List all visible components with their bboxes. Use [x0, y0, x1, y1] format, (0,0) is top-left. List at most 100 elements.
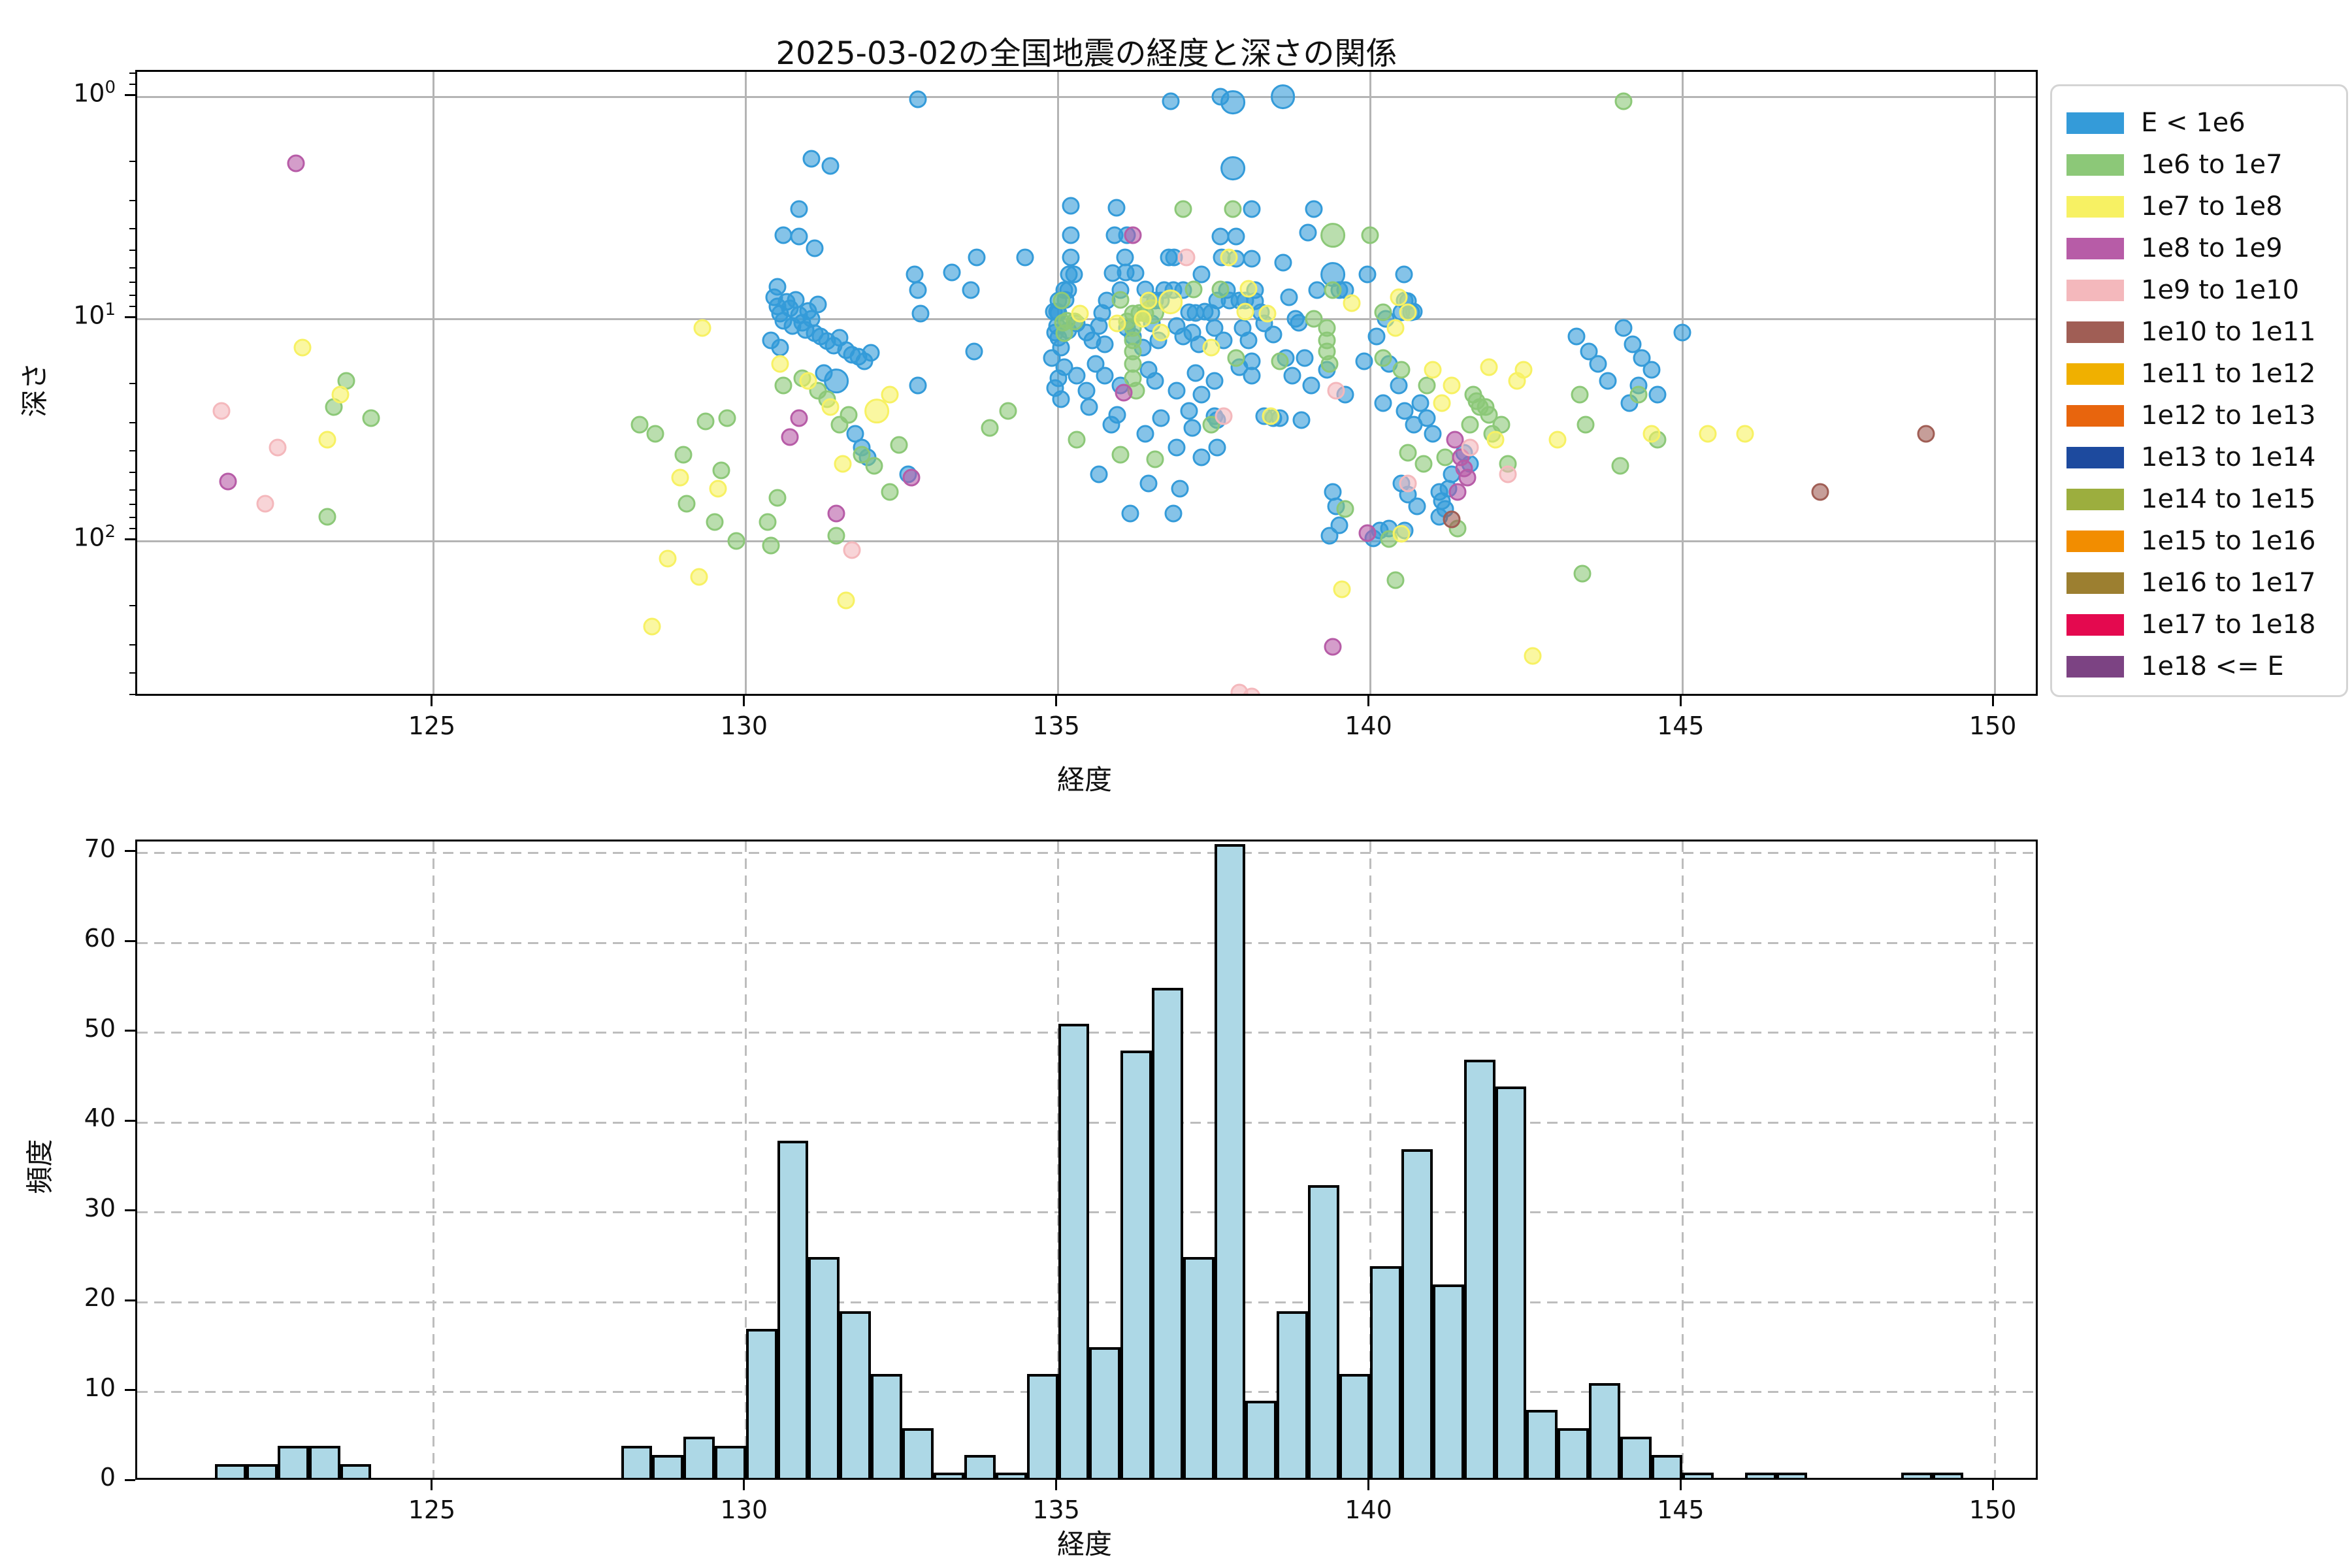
y-tick-mark [125, 538, 135, 540]
scatter-point [1355, 352, 1373, 370]
y-tick-mark [125, 1030, 135, 1032]
histogram-bar [964, 1454, 996, 1478]
scatter-point [1374, 349, 1392, 367]
scatter-point [696, 412, 715, 431]
scatter-point [1324, 638, 1342, 656]
x-gridline [1369, 72, 1371, 694]
scatter-point [790, 200, 808, 218]
histogram-bar [1245, 1401, 1277, 1478]
scatter-point [1096, 367, 1114, 385]
scatter-point [1296, 349, 1314, 367]
scatter-point [1102, 416, 1120, 434]
scatter-point [1699, 425, 1717, 443]
x-tick-mark [431, 1480, 433, 1490]
scatter-point [1062, 226, 1080, 244]
y-tick-label: 20 [84, 1283, 116, 1313]
scatter-point [1333, 580, 1351, 598]
scatter-point [881, 483, 899, 501]
y-minor-tick [129, 528, 135, 530]
histogram-bar [1651, 1454, 1683, 1478]
scatter-point [1211, 88, 1230, 106]
y-tick-label: 0 [99, 1463, 116, 1492]
scatter-point [1524, 647, 1542, 665]
scatter-point [1158, 289, 1183, 315]
histogram-bar [246, 1463, 278, 1478]
legend-swatch-icon [2066, 237, 2124, 259]
scatter-point [1215, 407, 1233, 425]
histogram-bar [1401, 1149, 1433, 1478]
scatter-point [1324, 281, 1342, 299]
x-tick-mark [1679, 1480, 1682, 1490]
y-tick-mark [125, 316, 135, 318]
histogram-bar [1588, 1382, 1620, 1478]
legend-row: 1e11 to 1e12 [2066, 353, 2346, 395]
scatter-point [1320, 222, 1346, 248]
scatter-point [1107, 199, 1126, 217]
x-tick-label: 135 [1032, 1495, 1080, 1524]
y-minor-tick [129, 200, 135, 202]
scatter-point [1499, 465, 1517, 483]
scatter-point [821, 157, 840, 175]
y-tick-mark [125, 1478, 135, 1481]
y-minor-tick [129, 504, 135, 506]
scatter-point [1136, 425, 1154, 443]
legend-label: 1e16 to 1e17 [2141, 568, 2316, 598]
scatter-point [790, 409, 808, 427]
scatter-point [1184, 280, 1203, 299]
histogram-bar [1183, 1257, 1215, 1478]
legend-row: 1e9 to 1e10 [2066, 269, 2346, 311]
histogram-bar [1307, 1185, 1339, 1478]
scatter-point [1374, 394, 1392, 412]
scatter-point [1424, 425, 1442, 443]
scatter-point [1408, 497, 1426, 515]
scatter-point [1358, 524, 1377, 542]
hist-ylabel: 頻度 [24, 1139, 56, 1194]
x-gridline [1369, 841, 1371, 1478]
x-tick-mark [1055, 1480, 1058, 1490]
scatter-point [1211, 280, 1230, 299]
scatter-point [1433, 394, 1451, 412]
scatter-point [1399, 444, 1417, 462]
scatter-point [1124, 226, 1142, 244]
y-minor-tick [129, 84, 135, 86]
scatter-point [690, 568, 708, 586]
y-minor-tick [129, 267, 135, 269]
histogram-bar [1089, 1347, 1121, 1478]
scatter-point [1917, 425, 1935, 443]
x-tick-mark [743, 696, 745, 706]
scatter-point [821, 398, 840, 416]
scatter-point [1576, 416, 1595, 434]
scatter-point [1292, 411, 1311, 429]
scatter-point [1308, 281, 1326, 299]
scatter-point [269, 438, 287, 457]
scatter-point [331, 385, 350, 404]
scatter-point [1192, 265, 1211, 284]
scatter-point [1071, 304, 1089, 323]
scatter-point [1115, 384, 1133, 402]
scatter-point [1358, 265, 1377, 284]
histogram-bar [996, 1473, 1027, 1478]
scatter-ylabel: 深さ [18, 362, 51, 417]
scatter-point [1096, 335, 1114, 353]
y-minor-tick [129, 422, 135, 424]
scatter-point [1305, 310, 1323, 328]
y-minor-tick [129, 471, 135, 473]
scatter-point [1280, 288, 1298, 306]
scatter-point [1361, 226, 1379, 244]
x-tick-label: 150 [1968, 1495, 2017, 1524]
legend-label: 1e11 to 1e12 [2141, 359, 2316, 389]
histogram-bar [1214, 844, 1246, 1478]
legend-row: 1e16 to 1e17 [2066, 562, 2346, 604]
histogram-bar [308, 1446, 340, 1478]
scatter-point [771, 338, 789, 357]
legend-row: 1e7 to 1e8 [2066, 186, 2346, 227]
scatter-point [1111, 446, 1130, 464]
legend-label: 1e17 to 1e18 [2141, 610, 2316, 640]
y-minor-tick [129, 73, 135, 74]
scatter-point [1121, 504, 1139, 523]
scatter-point [1016, 248, 1034, 267]
scatter-point [1262, 407, 1280, 425]
scatter-point [1414, 455, 1433, 473]
scatter-point [890, 436, 908, 454]
scatter-point [774, 376, 792, 395]
